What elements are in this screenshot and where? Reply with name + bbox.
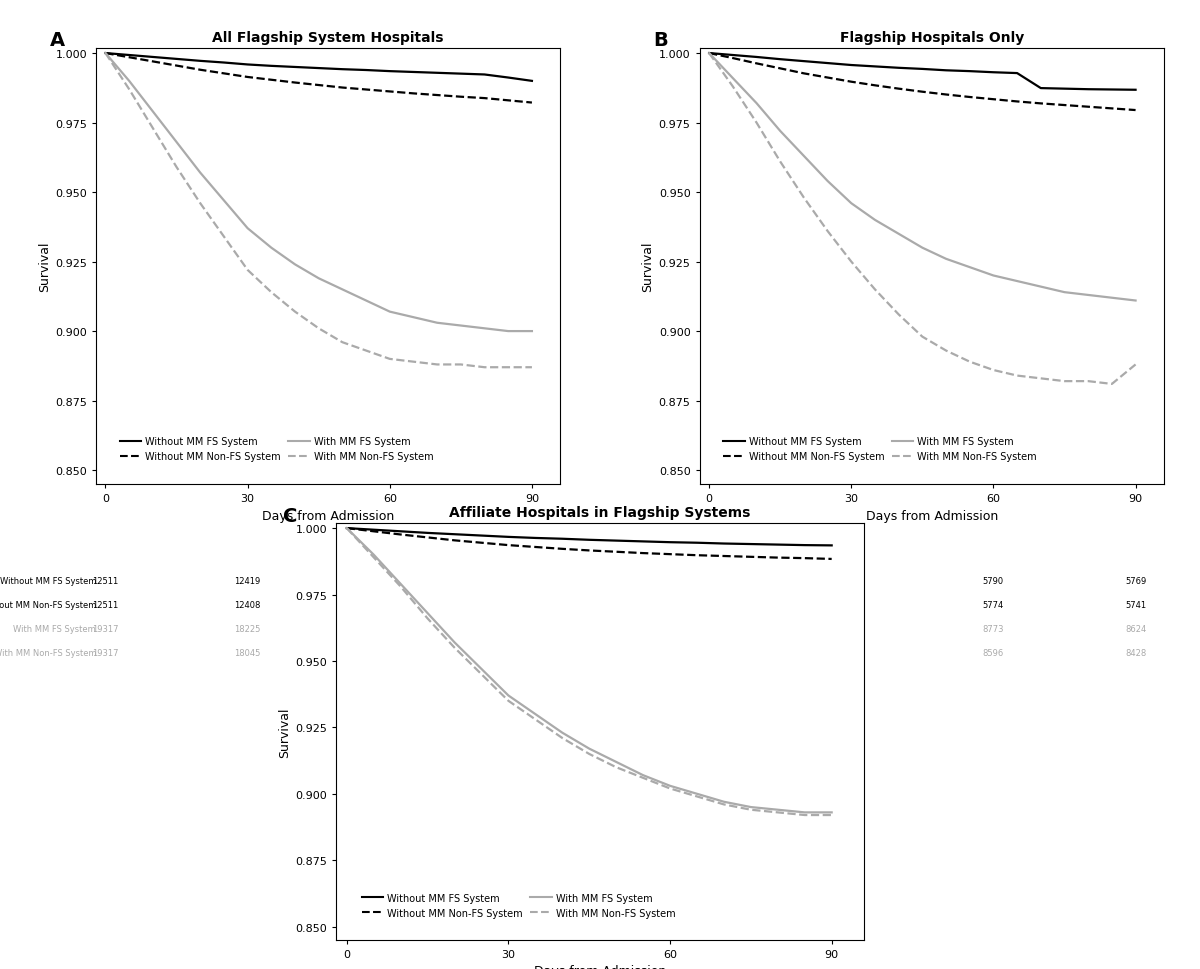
Text: 5812: 5812 [841,576,862,585]
X-axis label: Days from Admission: Days from Admission [865,509,998,522]
Text: A: A [49,31,65,50]
Text: 5852: 5852 [698,600,720,609]
Text: 12350: 12350 [377,600,403,609]
Title: Flagship Hospitals Only: Flagship Hospitals Only [840,31,1024,45]
Text: 5852: 5852 [698,576,720,585]
Legend: Without MM FS System, Without MM Non-FS System, With MM FS System, With MM Non-F: Without MM FS System, Without MM Non-FS … [356,888,680,922]
Text: With MM Non-FS System: With MM Non-FS System [598,648,700,657]
Text: C: C [283,507,298,525]
Text: 5769: 5769 [1124,576,1146,585]
Text: 8596: 8596 [983,648,1004,657]
Text: 12378: 12378 [377,576,403,585]
Text: 9488: 9488 [698,648,720,657]
Text: 5774: 5774 [983,600,1004,609]
Text: 17705: 17705 [377,624,403,633]
Text: 12511: 12511 [92,576,119,585]
Text: 12419: 12419 [234,576,260,585]
Text: 17518: 17518 [377,648,403,657]
Text: B: B [653,31,668,50]
Text: 5790: 5790 [983,576,1004,585]
Title: All Flagship System Hospitals: All Flagship System Hospitals [212,31,444,45]
Text: Without MM FS System: Without MM FS System [0,576,96,585]
Y-axis label: Survival: Survival [278,706,290,757]
Text: 18045: 18045 [234,648,260,657]
Text: 8861: 8861 [840,648,862,657]
Text: With MM FS System: With MM FS System [617,624,700,633]
Y-axis label: Survival: Survival [642,241,654,292]
Text: 12336: 12336 [518,576,545,585]
Text: Without MM Non-FS System: Without MM Non-FS System [0,600,96,609]
Title: Affiliate Hospitals in Flagship Systems: Affiliate Hospitals in Flagship Systems [449,506,751,519]
Text: 17394: 17394 [518,624,545,633]
Text: 9033: 9033 [841,624,862,633]
Text: 17172: 17172 [518,648,545,657]
Text: 5741: 5741 [1126,600,1146,609]
Y-axis label: Survival: Survival [38,241,50,292]
X-axis label: Days from Admission: Days from Admission [534,964,666,969]
Text: 19317: 19317 [92,624,119,633]
Text: Without MM FS System: Without MM FS System [604,576,700,585]
Legend: Without MM FS System, Without MM Non-FS System, With MM FS System, With MM Non-F: Without MM FS System, Without MM Non-FS … [115,432,438,466]
Text: 8624: 8624 [1124,624,1146,633]
Text: 8773: 8773 [983,624,1004,633]
Text: 18225: 18225 [234,624,260,633]
Text: With MM FS System: With MM FS System [13,624,96,633]
Text: 12297: 12297 [518,600,545,609]
X-axis label: Days from Admission: Days from Admission [262,509,395,522]
Text: 9488: 9488 [698,624,720,633]
Text: 5807: 5807 [841,600,862,609]
Text: 19317: 19317 [92,648,119,657]
Text: With MM Non-FS System: With MM Non-FS System [0,648,96,657]
Text: Without MM Non-FS System: Without MM Non-FS System [583,600,700,609]
Text: 8428: 8428 [1124,648,1146,657]
Text: 12511: 12511 [92,600,119,609]
Text: 12408: 12408 [234,600,260,609]
Legend: Without MM FS System, Without MM Non-FS System, With MM FS System, With MM Non-F: Without MM FS System, Without MM Non-FS … [719,432,1042,466]
